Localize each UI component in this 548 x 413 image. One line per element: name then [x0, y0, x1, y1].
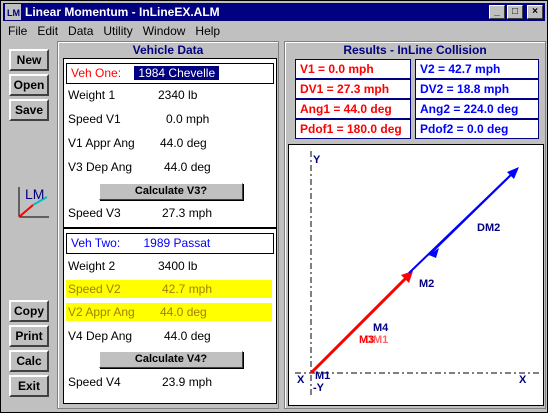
speed-v4-label: Speed V4	[68, 375, 121, 389]
v1-appr-ang-label: V1 Appr Ang	[68, 136, 135, 150]
m1-label: M1	[315, 370, 330, 382]
m1-vector-arrowhead	[401, 271, 413, 283]
dv1-result: DV1 = 27.3 mph	[295, 79, 411, 99]
m3-label: M3	[359, 334, 374, 346]
v1-appr-ang-field[interactable]: V1 Appr Ang 44.0 deg	[68, 134, 207, 152]
v1-result: V1 = 0.0 mph	[295, 59, 411, 79]
menu-edit[interactable]: Edit	[37, 24, 59, 38]
v3-dep-ang-value: 44.0 deg	[164, 160, 211, 174]
m2-label: M2	[419, 278, 434, 290]
speed-v2-label: Speed V2	[68, 282, 121, 296]
v2-appr-ang-value: 44.0 deg	[160, 305, 207, 319]
title-bar[interactable]: LM Linear Momentum - InLineEX.ALM _ □ ×	[3, 3, 545, 21]
menu-file[interactable]: File	[8, 24, 28, 38]
new-button[interactable]: New	[9, 49, 49, 71]
veh-one-box[interactable]: Veh One: 1984 Chevelle	[66, 63, 274, 84]
calculate-v4-button[interactable]: Calculate V4?	[99, 351, 243, 368]
vehicle-divider	[64, 227, 276, 229]
save-button[interactable]: Save	[9, 99, 49, 121]
weight1-label: Weight 1	[68, 88, 116, 102]
menu-bar: File Edit Data Utility Window Help	[3, 22, 545, 40]
window-title: Linear Momentum - InLineEX.ALM	[25, 5, 220, 19]
open-button[interactable]: Open	[9, 74, 49, 96]
vector-plot: Y -Y X X M1 M2 M4 M3 DM1 DM2	[288, 144, 544, 406]
print-button[interactable]: Print	[9, 325, 49, 347]
menu-utility[interactable]: Utility	[103, 24, 133, 38]
speed-v3-field: Speed V3 27.3 mph	[68, 204, 212, 222]
v2-appr-ang-highlight	[66, 303, 272, 321]
pdof2-result: Pdof2 = 0.0 deg	[415, 119, 539, 139]
menu-data[interactable]: Data	[68, 24, 94, 38]
copy-button[interactable]: Copy	[9, 300, 49, 322]
vehicle-data-group: Vehicle Data	[57, 41, 279, 409]
close-button[interactable]: ×	[527, 5, 543, 19]
vehicle-data-panel: Veh One: 1984 Chevelle Weight 1 2340 lb …	[63, 58, 277, 404]
left-toolbar: New Open Save LM Copy Print Calc Exit	[5, 45, 49, 409]
speed-v1-label: Speed V1	[68, 112, 121, 126]
weight2-field[interactable]: Weight 2 3400 lb	[68, 257, 197, 275]
menu-help[interactable]: Help	[195, 24, 221, 38]
app-icon[interactable]: LM	[5, 4, 21, 20]
dm1-label: DM1	[365, 334, 388, 346]
maximize-button[interactable]: □	[507, 5, 523, 19]
v3-dep-ang-label: V3 Dep Ang	[68, 160, 133, 174]
weight1-value: 2340 lb	[158, 88, 198, 102]
speed-v2-highlight	[66, 280, 272, 298]
v4-dep-ang-label: V4 Dep Ang	[68, 329, 133, 343]
y-axis-label: Y	[313, 154, 321, 166]
lm-logo: LM	[15, 183, 51, 223]
m2-vector-arrowhead	[507, 167, 519, 179]
veh-two-box[interactable]: Veh Two: 1989 Passat	[66, 233, 274, 254]
weight2-label: Weight 2	[68, 259, 116, 273]
dv2-result: DV2 = 18.8 mph	[415, 79, 539, 99]
ang2-result: Ang2 = 224.0 deg	[415, 99, 539, 119]
speed-v3-value: 27.3 mph	[162, 206, 213, 220]
results-title: Results - InLine Collision	[343, 43, 487, 57]
dm2-label: DM2	[477, 222, 500, 234]
pdof1-result: Pdof1 = 180.0 deg	[295, 119, 411, 139]
calculate-v3-button[interactable]: Calculate V3?	[99, 183, 243, 200]
svg-text:LM: LM	[7, 8, 20, 18]
v2-appr-ang-label: V2 Appr Ang	[68, 305, 135, 319]
minimize-button[interactable]: _	[489, 5, 505, 19]
speed-v4-value: 23.9 mph	[162, 375, 213, 389]
ang1-result: Ang1 = 44.0 deg	[295, 99, 411, 119]
m2-vector	[408, 168, 518, 274]
veh-two-name[interactable]: 1989 Passat	[143, 236, 211, 250]
v1-appr-ang-value: 44.0 deg	[160, 136, 207, 150]
v2-result: V2 = 42.7 mph	[415, 59, 539, 79]
veh-one-name[interactable]: 1984 Chevelle	[134, 66, 220, 80]
speed-v2-field[interactable]: Speed V2 42.7 mph	[68, 280, 212, 298]
dm2-vector-arrowhead	[429, 248, 439, 258]
speed-v1-field[interactable]: Speed V1 0.0 mph	[68, 110, 209, 128]
menu-window[interactable]: Window	[142, 24, 186, 38]
logo-text: LM	[25, 186, 44, 202]
x-axis-label: X	[519, 374, 527, 386]
speed-v3-label: Speed V3	[68, 206, 121, 220]
m4-label: M4	[373, 322, 389, 334]
vehicle-data-title: Vehicle Data	[132, 43, 204, 57]
weight2-value: 3400 lb	[158, 259, 198, 273]
m1-vector	[309, 271, 413, 375]
vector-plot-svg: Y -Y X X M1 M2 M4 M3 DM1 DM2	[295, 151, 539, 395]
exit-button[interactable]: Exit	[9, 375, 49, 397]
speed-v2-value: 42.7 mph	[162, 282, 213, 296]
v4-dep-ang-value: 44.0 deg	[164, 329, 211, 343]
veh-one-label: Veh One:	[71, 66, 122, 80]
v2-appr-ang-field[interactable]: V2 Appr Ang 44.0 deg	[68, 303, 207, 321]
results-group: Results - InLine Collision	[284, 41, 546, 409]
v3-dep-ang-field[interactable]: V3 Dep Ang 44.0 deg	[68, 158, 211, 176]
speed-v4-field: Speed V4 23.9 mph	[68, 373, 212, 391]
speed-v1-value: 0.0 mph	[166, 112, 210, 126]
v4-dep-ang-field[interactable]: V4 Dep Ang 44.0 deg	[68, 327, 211, 345]
weight1-field[interactable]: Weight 1 2340 lb	[68, 86, 197, 104]
neg-x-axis-label: X	[297, 374, 305, 386]
veh-two-label: Veh Two:	[71, 236, 121, 250]
neg-y-axis-label: -Y	[313, 382, 325, 394]
calc-button[interactable]: Calc	[9, 350, 49, 372]
